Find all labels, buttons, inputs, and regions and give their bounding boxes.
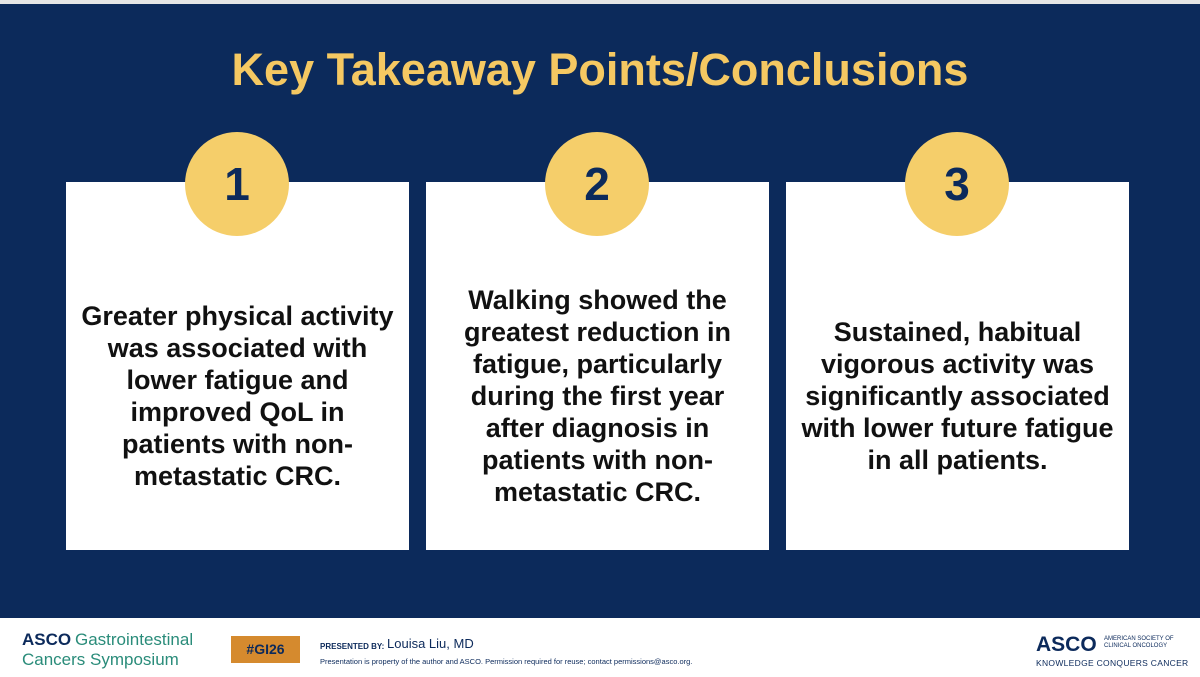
title: Key Takeaway Points/Conclusions <box>231 44 969 95</box>
tagline: KNOWLEDGE CONQUERS CANCER <box>1036 658 1189 668</box>
logo-line: Cancers Symposium <box>22 650 179 669</box>
logo-brand: ASCO <box>22 630 72 649</box>
slide: Key Takeaway Points/Conclusions Greater … <box>0 4 1200 618</box>
logo-line: Gastrointestinal <box>75 630 194 649</box>
card: Walking showed the greatest reduction in… <box>426 182 769 550</box>
card-text: Walking showed the greatest reduction in… <box>463 285 732 507</box>
card-text: Greater physical activity was associated… <box>81 301 394 491</box>
top-strip <box>0 0 1200 4</box>
number-badge: 3 <box>905 132 1009 236</box>
presented-label: PRESENTED BY: <box>320 642 385 651</box>
presenter: Louisa Liu, MD <box>387 636 474 651</box>
disclaimer: Presentation is property of the author a… <box>320 657 693 666</box>
card: Sustained, habitual vigorous activity wa… <box>786 182 1129 550</box>
card: Greater physical activity was associated… <box>66 182 409 550</box>
society: AMERICAN SOCIETY OF CLINICAL ONCOLOGY <box>1104 636 1174 649</box>
card-text: Sustained, habitual vigorous activity wa… <box>801 317 1114 475</box>
number-badge: 1 <box>185 132 289 236</box>
hashtag: #GI26 <box>231 636 300 663</box>
number-badge: 2 <box>545 132 649 236</box>
right-brand: ASCO <box>1036 633 1097 656</box>
